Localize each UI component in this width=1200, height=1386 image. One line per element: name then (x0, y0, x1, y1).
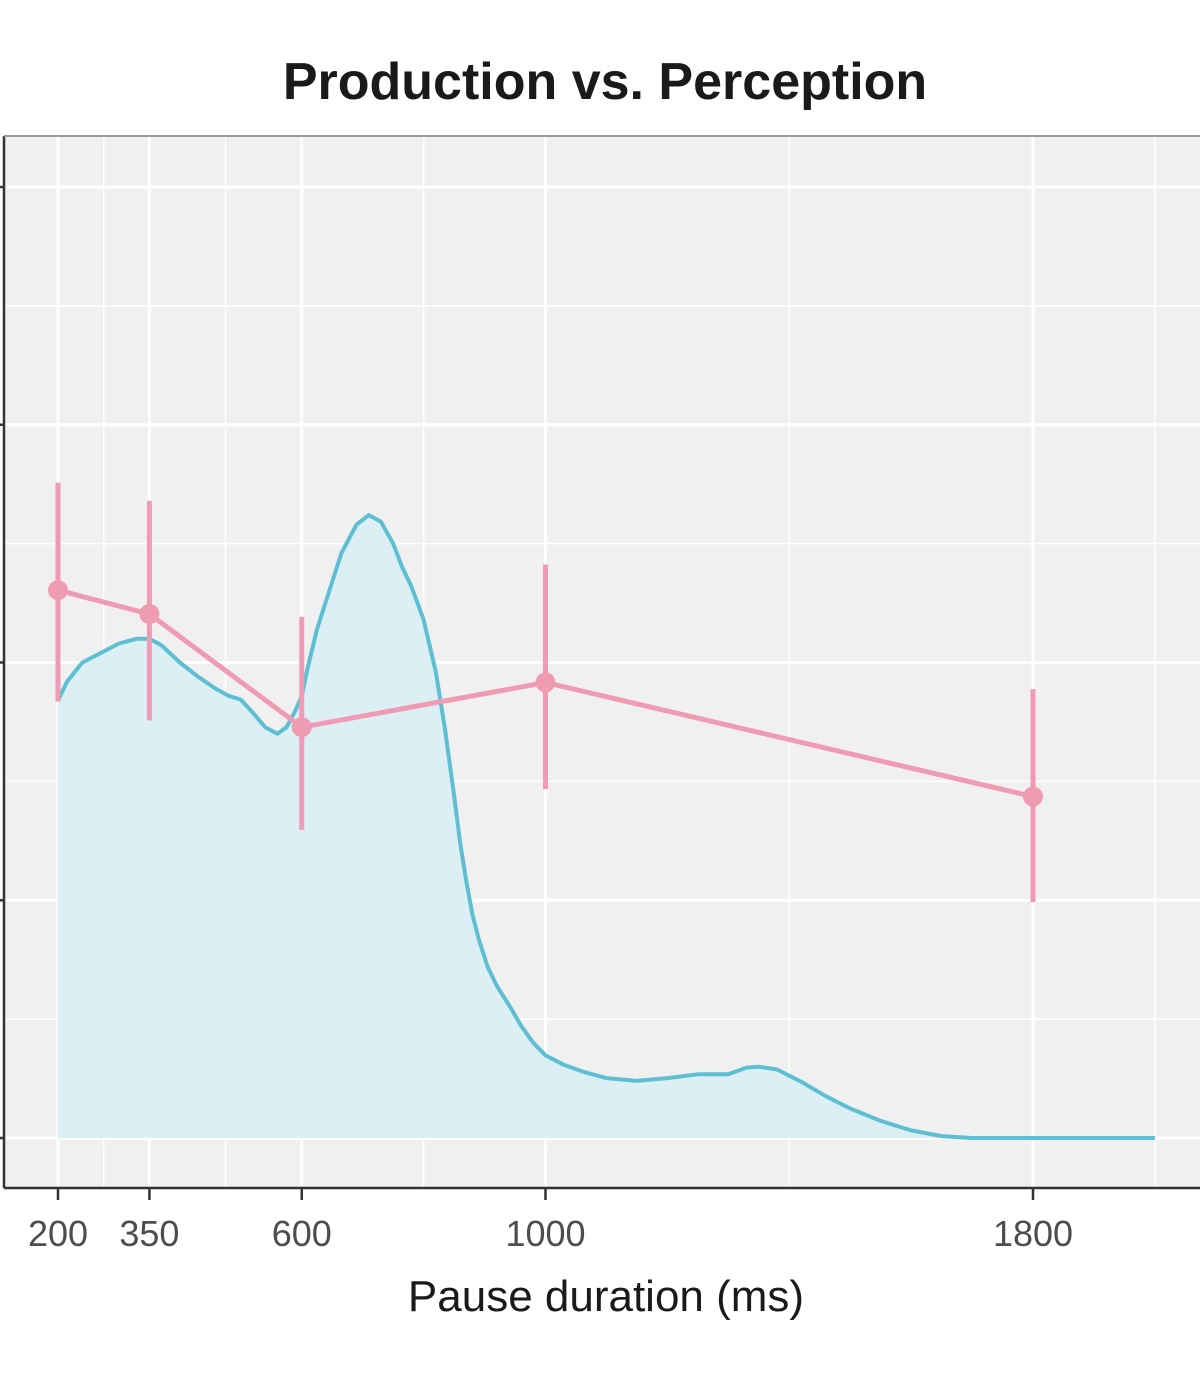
x-tick-label: 1800 (993, 1213, 1073, 1254)
axes-layer (0, 135, 1200, 1200)
perception-point (535, 672, 556, 693)
x-axis-title: Pause duration (ms) (407, 1272, 805, 1321)
perception-point (1023, 786, 1043, 807)
perception-layer (48, 482, 1043, 903)
x-tick-label: 600 (272, 1213, 332, 1254)
chart-title: Production vs. Perception (282, 53, 928, 111)
x-tick-labels: 200 350 600 1000 1800 (28, 1213, 1073, 1254)
x-tick-label: 1000 (505, 1213, 585, 1254)
perception-point (48, 580, 68, 601)
density-line (56, 513, 1155, 1140)
perception-point (139, 603, 160, 624)
x-tick-label: 200 (28, 1213, 88, 1254)
density-area (58, 515, 1155, 1138)
perception-point (291, 717, 312, 738)
x-tick-label: 350 (119, 1213, 179, 1254)
